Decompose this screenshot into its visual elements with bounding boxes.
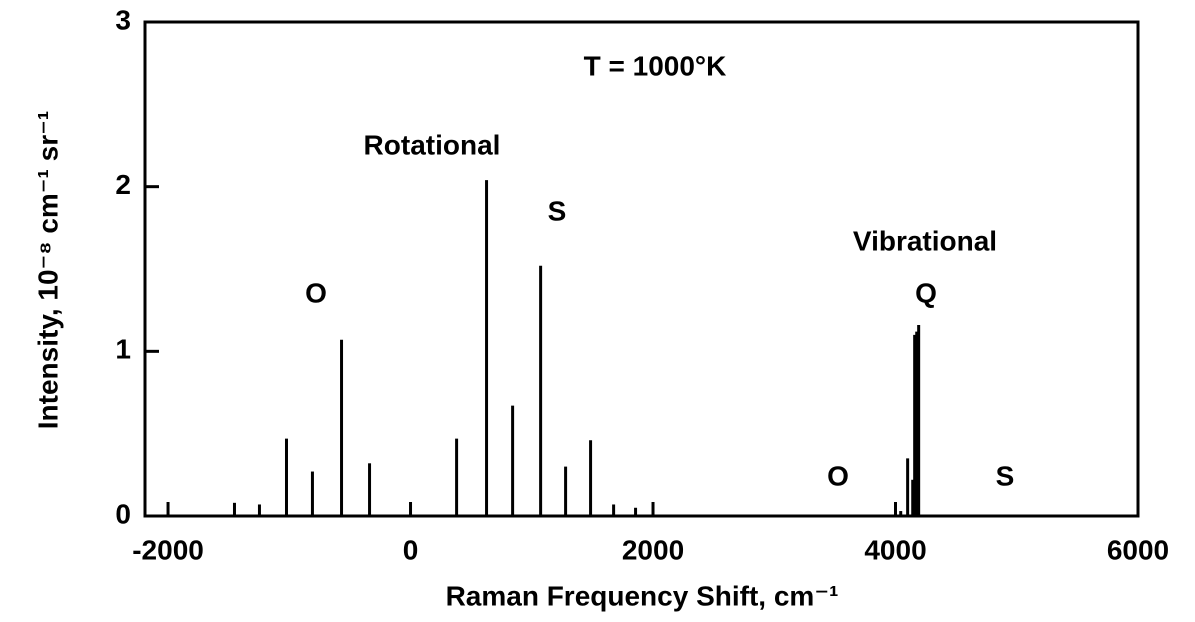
x-tick-label: 4000 (864, 534, 926, 565)
annotation: O (827, 460, 849, 491)
x-tick-label: 2000 (622, 534, 684, 565)
x-tick-label: 0 (403, 534, 419, 565)
y-tick-label: 0 (115, 498, 131, 529)
y-tick-label: 2 (115, 169, 131, 200)
annotation: O (305, 277, 327, 308)
y-tick-label: 3 (115, 4, 131, 35)
x-axis-label: Raman Frequency Shift, cm⁻¹ (446, 580, 839, 611)
annotation: T = 1000°K (584, 50, 727, 81)
x-tick-label: 6000 (1107, 534, 1169, 565)
x-tick-label: -2000 (132, 534, 204, 565)
annotation: Q (915, 277, 937, 308)
y-axis-label: Intensity, 10⁻⁸ cm⁻¹ sr⁻¹ (32, 111, 63, 429)
annotation: Vibrational (853, 225, 997, 256)
plot-frame (143, 20, 1140, 518)
y-tick-label: 1 (115, 334, 131, 365)
annotation: Rotational (364, 129, 501, 160)
annotation: S (996, 460, 1015, 491)
annotation: S (548, 195, 567, 226)
